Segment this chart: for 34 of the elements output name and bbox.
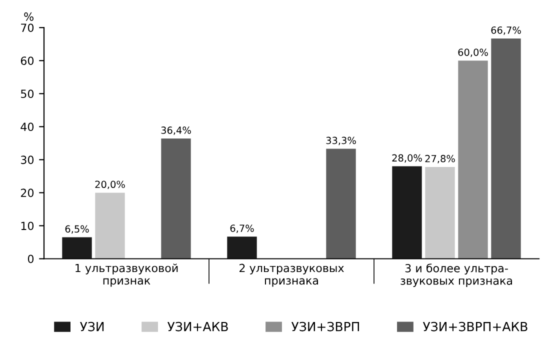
y-tick-label: 30: [20, 156, 34, 164]
y-tick-label: 20: [20, 188, 34, 198]
bar: [227, 236, 257, 259]
y-tick-label: 0: [28, 254, 34, 264]
data-label: 27,8%: [425, 154, 455, 164]
y-tick-label: 70: [21, 24, 34, 32]
legend-label: УЗИ: [80, 322, 104, 332]
legend-label: УЗИ+ЗВРП: [291, 322, 359, 332]
bar: [161, 138, 191, 259]
y-tick-label: 50: [20, 90, 34, 98]
y-tick-label: 10: [21, 222, 34, 230]
data-label: 36,4%: [161, 126, 191, 135]
y-tick-label: 40: [20, 122, 34, 132]
data-label: 28,0%: [392, 154, 422, 163]
bar: [326, 148, 356, 259]
bar: [425, 166, 455, 259]
bar: [491, 38, 521, 259]
y-axis-title: %: [24, 12, 34, 21]
data-label: 33,3%: [326, 136, 356, 146]
legend-label: УЗИ+ЗВРП+АКВ: [422, 322, 528, 332]
data-label: 20,0%: [95, 180, 125, 190]
data-label: 6,5%: [65, 225, 89, 234]
bar: [95, 192, 125, 259]
bar: [392, 166, 422, 259]
data-label: 6,7%: [230, 224, 254, 233]
x-tick-label: 1 ультразвуковой признак: [76, 264, 178, 287]
bar: [62, 237, 92, 259]
x-tick-label: 3 и более ультра- звуковых признака: [400, 264, 512, 287]
data-label: 66,7%: [491, 26, 521, 35]
bar: [458, 60, 488, 259]
legend-label: УЗИ+АКВ: [168, 322, 228, 332]
y-tick-label: 60: [20, 56, 34, 65]
data-label: 60,0%: [458, 48, 488, 57]
x-tick-label: 2 ультразвуковых признака: [240, 264, 344, 287]
